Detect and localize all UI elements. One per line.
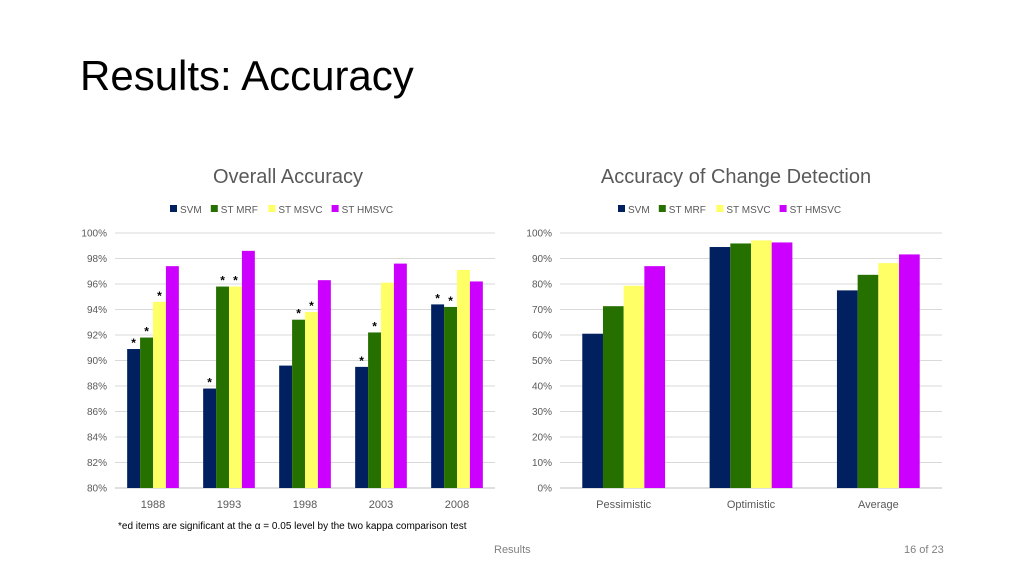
y-tick-label: 98% — [87, 254, 107, 265]
bar-st-msvc-2008 — [457, 269, 470, 488]
bar-st-mrf-average — [857, 274, 879, 488]
legend-swatch-st-msvc — [716, 205, 724, 212]
bar-st-hmsvc-optimistic — [771, 242, 793, 488]
legend-label-st-mrf: ST MRF — [221, 205, 258, 216]
bar-svm-optimistic — [709, 247, 731, 488]
bar-svm-1998 — [279, 365, 293, 488]
bar-st-msvc-optimistic — [751, 240, 772, 488]
bar-st-msvc-1993 — [229, 286, 242, 488]
y-tick-label: 86% — [87, 407, 107, 418]
y-tick-label: 40% — [532, 382, 552, 393]
significance-marker: * — [296, 307, 301, 321]
bar-st-mrf-1993 — [216, 286, 229, 488]
y-tick-label: 30% — [532, 407, 552, 418]
legend-swatch-svm — [170, 205, 177, 212]
y-tick-label: 100% — [81, 229, 107, 240]
chart-title: Overall Accuracy — [213, 166, 363, 188]
bar-st-mrf-2003 — [368, 332, 381, 488]
y-tick-label: 88% — [87, 382, 107, 393]
y-tick-label: 92% — [87, 331, 107, 342]
significance-marker: * — [220, 274, 225, 288]
y-tick-label: 80% — [87, 484, 107, 495]
bar-st-hmsvc-2008 — [469, 281, 483, 488]
y-tick-label: 0% — [538, 484, 553, 495]
bar-svm-2003 — [355, 366, 369, 488]
bar-st-msvc-pessimistic — [623, 285, 645, 488]
bar-st-mrf-1988 — [140, 337, 153, 488]
significance-marker: * — [309, 299, 314, 313]
change-detection-chart: Accuracy of Change Detection SVM ST MRF ST … — [526, 166, 942, 511]
x-tick-label-2008: 2008 — [445, 499, 469, 511]
bar-st-hmsvc-average — [899, 254, 920, 488]
y-tick-label: 70% — [532, 305, 552, 316]
legend-swatch-st-hmsvc — [331, 205, 339, 212]
significance-marker: * — [157, 289, 162, 303]
x-tick-label-1988: 1988 — [141, 499, 165, 511]
bar-st-mrf-pessimistic — [602, 306, 624, 488]
x-tick-label-pessimistic: Pessimistic — [596, 499, 652, 511]
bar-svm-1988 — [127, 349, 141, 488]
significance-marker: * — [144, 325, 149, 339]
legend-swatch-st-msvc — [268, 205, 276, 212]
legend-swatch-st-mrf — [210, 205, 218, 212]
significance-marker: * — [372, 319, 377, 333]
footer-page-number: 16 of 23 — [904, 544, 944, 556]
y-tick-label: 60% — [532, 331, 552, 342]
y-tick-label: 80% — [532, 280, 552, 291]
bar-st-hmsvc-2003 — [393, 263, 407, 488]
legend-swatch-st-mrf — [658, 205, 666, 212]
x-tick-label-2003: 2003 — [369, 499, 393, 511]
legend-label-svm: SVM — [628, 205, 650, 216]
legend-label-svm: SVM — [180, 205, 202, 216]
y-tick-label: 10% — [532, 458, 552, 469]
bar-svm-pessimistic — [582, 333, 603, 488]
y-tick-label: 84% — [87, 433, 107, 444]
bar-st-msvc-average — [878, 263, 900, 488]
footer-section-label: Results — [494, 544, 531, 556]
x-tick-label-1998: 1998 — [293, 499, 317, 511]
x-tick-label-optimistic: Optimistic — [727, 499, 776, 511]
chart-title: Accuracy of Change Detection — [601, 166, 871, 188]
legend-label-st-msvc: ST MSVC — [726, 205, 770, 216]
bar-svm-average — [836, 290, 858, 488]
significance-marker: * — [448, 294, 453, 308]
y-tick-label: 90% — [87, 356, 107, 367]
bar-st-hmsvc-1998 — [317, 280, 331, 488]
bar-st-msvc-1998 — [305, 312, 318, 488]
legend-label-st-mrf: ST MRF — [669, 205, 706, 216]
significance-marker: * — [233, 274, 238, 288]
x-tick-label-average: Average — [858, 499, 899, 511]
legend-label-st-msvc: ST MSVC — [278, 205, 322, 216]
legend-swatch-st-hmsvc — [779, 205, 787, 212]
slide-title: Results: Accuracy — [80, 52, 414, 99]
y-tick-label: 94% — [87, 305, 107, 316]
y-tick-label: 90% — [532, 254, 552, 265]
x-tick-label-1993: 1993 — [217, 499, 241, 511]
bar-st-mrf-2008 — [444, 306, 457, 488]
significance-marker: * — [435, 291, 440, 305]
bar-st-msvc-2003 — [381, 282, 394, 488]
bar-st-mrf-1998 — [292, 319, 305, 488]
legend-swatch-svm — [618, 205, 625, 212]
significance-footnote: *ed items are significant at the α = 0.0… — [118, 521, 467, 532]
bar-st-hmsvc-1988 — [165, 266, 179, 488]
legend-label-st-hmsvc: ST HMSVC — [790, 205, 842, 216]
bar-st-mrf-optimistic — [730, 243, 751, 488]
legend-label-st-hmsvc: ST HMSVC — [342, 205, 394, 216]
y-tick-label: 96% — [87, 280, 107, 291]
significance-marker: * — [359, 354, 364, 368]
overall-accuracy-chart: Overall Accuracy SVM ST MRF ST MSVC ST HMSVC… — [81, 166, 495, 511]
significance-marker: * — [131, 336, 136, 350]
y-tick-label: 20% — [532, 433, 552, 444]
bar-st-msvc-1988 — [153, 301, 166, 488]
bar-st-hmsvc-pessimistic — [644, 266, 666, 488]
y-tick-label: 50% — [532, 356, 552, 367]
bar-st-hmsvc-1993 — [241, 250, 255, 488]
bar-svm-2008 — [431, 304, 445, 488]
significance-marker: * — [207, 376, 212, 390]
bar-svm-1993 — [203, 388, 217, 488]
y-tick-label: 100% — [526, 229, 552, 240]
y-tick-label: 82% — [87, 458, 107, 469]
